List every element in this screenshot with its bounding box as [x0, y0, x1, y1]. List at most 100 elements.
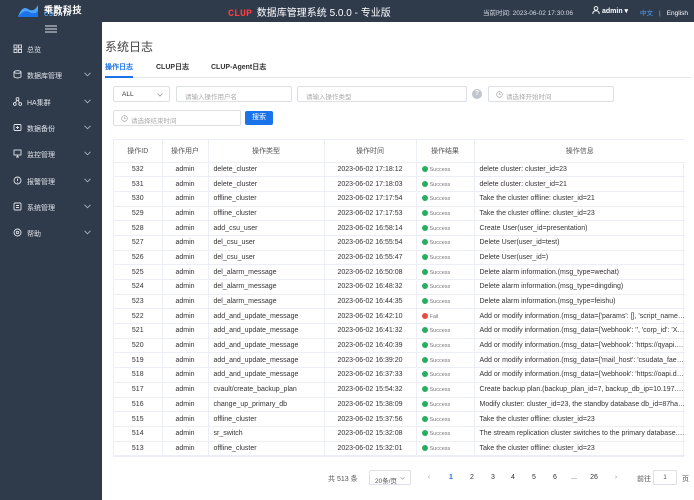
page-number-button[interactable]: 2	[470, 474, 474, 481]
logo-mark-icon	[18, 5, 38, 17]
sidebar-item[interactable]: 总览	[0, 36, 102, 62]
sidebar-item-label: 报警管理	[27, 178, 55, 186]
cell-user: admin	[162, 191, 209, 207]
cell-info: Create User(user_id=presentation)	[474, 220, 685, 236]
cell-id: 523	[114, 294, 163, 310]
status-text: Success	[429, 181, 451, 188]
cell-user: admin	[162, 323, 209, 339]
sidebar-item[interactable]: 数据备份	[0, 115, 102, 141]
column-header-info: 操作信息	[474, 140, 685, 163]
table-header-row: 操作ID 操作用户 操作类型 操作时间 操作结果 操作信息	[114, 140, 685, 163]
page-number-button[interactable]: 6	[553, 474, 557, 481]
page-ellipsis[interactable]: ...	[571, 474, 577, 481]
success-icon	[421, 239, 428, 246]
cell-result: Success	[416, 367, 475, 383]
search-button[interactable]: 搜索	[245, 111, 273, 125]
lang-en-link[interactable]: English	[666, 10, 689, 17]
cell-user: admin	[162, 367, 209, 383]
page-number-button[interactable]: 1	[449, 474, 453, 481]
status-badge: Success	[421, 415, 450, 423]
cell-type: add_and_update_message	[208, 323, 325, 339]
sidebar-item[interactable]: HA集群	[0, 89, 102, 115]
lang-zh-link[interactable]: 中文	[640, 10, 653, 17]
page-number-button[interactable]: 5	[532, 474, 536, 481]
cell-type: del_alarm_message	[208, 264, 325, 280]
column-header-type: 操作类型	[208, 140, 325, 163]
table-row: 520 admin add_and_update_message 2023-06-02…	[114, 338, 685, 354]
status-text: Success	[429, 387, 451, 394]
success-icon	[421, 371, 428, 378]
end-time-picker[interactable]: 请选择结束时间	[113, 110, 241, 126]
cell-type: add_and_update_message	[208, 367, 325, 383]
table-row: 525 admin del_alarm_message 2023-06-02 16:5…	[114, 264, 685, 280]
sidebar-item[interactable]: 系统管理	[0, 194, 102, 220]
sidebar-item-label: 监控管理	[27, 152, 55, 160]
table-row: 527 admin del_csu_user 2023-06-02 16:55:54 S…	[114, 235, 685, 251]
prev-page-button[interactable]: ‹	[427, 474, 431, 481]
sidebar-item-label: 数据备份	[27, 125, 55, 133]
help-icon	[13, 228, 22, 237]
user-icon	[592, 6, 600, 14]
cell-id: 517	[114, 382, 163, 398]
cell-id: 527	[114, 235, 163, 251]
user-menu[interactable]: admin ▾	[592, 6, 628, 15]
success-icon	[421, 195, 428, 202]
cell-type: add_and_update_message	[208, 338, 325, 354]
collapse-menu-icon[interactable]	[45, 25, 57, 33]
column-header-result: 操作结果	[416, 140, 475, 163]
status-text: Success	[429, 343, 451, 350]
sidebar-item[interactable]: 监控管理	[0, 141, 102, 167]
fail-icon	[421, 312, 428, 319]
cell-info: Delete alarm information.(msg_type=feish…	[474, 294, 685, 310]
status-select[interactable]: ALL	[113, 86, 170, 102]
cell-result: Success	[416, 250, 475, 266]
chevron-down-icon	[84, 177, 91, 182]
sidebar-item-label: 总览	[27, 47, 41, 54]
chevron-down-icon	[84, 125, 91, 130]
page-number-button[interactable]: 26	[590, 474, 598, 481]
cell-type: del_csu_user	[208, 235, 325, 251]
user-input[interactable]: 请输入操作用户名	[176, 86, 292, 102]
cell-info: Take the cluster offline: cluster_id=23	[474, 206, 685, 222]
cell-result: Success	[416, 397, 475, 413]
cell-time: 2023-06-02 16:42:10	[324, 308, 417, 325]
cell-type: del_alarm_message	[208, 294, 325, 310]
status-badge: Success	[421, 209, 450, 217]
page-number-button[interactable]: 4	[511, 474, 515, 481]
cell-result: Success	[416, 441, 475, 457]
page-size-select[interactable]: 20条/页	[369, 470, 411, 485]
cell-user: admin	[162, 411, 209, 427]
cell-time: 2023-06-02 15:32:08	[324, 426, 417, 442]
goto-page-input[interactable]: 1	[653, 470, 677, 485]
cell-id: 532	[114, 162, 163, 178]
page-number-button[interactable]: 3	[491, 474, 495, 481]
start-time-picker[interactable]: 请选择开始时间	[488, 86, 614, 102]
sidebar-item[interactable]: 数据库管理	[0, 62, 102, 88]
cell-info: Modify cluster: cluster_id=23, the stand…	[474, 397, 685, 413]
cell-time: 2023-06-02 15:32:01	[324, 441, 417, 457]
success-icon	[421, 400, 428, 407]
tab-clup-log[interactable]: CLUP日志	[156, 64, 190, 71]
log-table: 操作ID 操作用户 操作类型 操作时间 操作结果 操作信息 532 admin de…	[113, 139, 685, 458]
status-text: Success	[429, 269, 451, 276]
help-icon[interactable]: ?	[472, 89, 482, 99]
status-badge: Success	[421, 239, 450, 246]
tab-operation-log[interactable]: 操作日志	[105, 62, 133, 78]
success-icon	[421, 209, 428, 216]
cell-id: 524	[114, 279, 163, 295]
cell-info: Add or modify information.(msg_data={'we…	[474, 367, 685, 383]
table-row: 532 admin delete_cluster 2023-06-02 17:18:1…	[114, 162, 685, 178]
tab-clup-agent-log[interactable]: CLUP-Agent日志	[211, 64, 267, 71]
cell-time: 2023-06-02 16:58:14	[324, 220, 417, 236]
cell-id: 515	[114, 411, 163, 427]
sidebar-item[interactable]: 帮助	[0, 220, 102, 246]
current-time: 当前时间: 2023-06-02 17:30:06	[483, 7, 573, 17]
clock-icon	[496, 91, 503, 98]
next-page-button[interactable]: ›	[614, 474, 618, 481]
sidebar-item[interactable]: 报警管理	[0, 168, 102, 194]
cell-time: 2023-06-02 16:44:35	[324, 294, 417, 310]
status-badge: Success	[421, 283, 450, 290]
cell-info: Add or modify information.(msg_data={'we…	[474, 338, 685, 354]
sidebar-item-label: 数据库管理	[27, 73, 62, 81]
type-input[interactable]: 请输入操作类型	[297, 86, 467, 102]
